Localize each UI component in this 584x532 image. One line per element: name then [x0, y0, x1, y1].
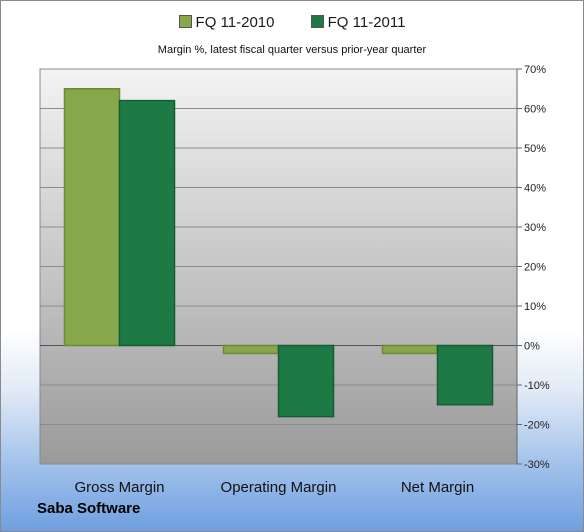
legend-item-fq-2010: FQ 11-2010	[178, 14, 275, 31]
x-tick-label: Gross Margin	[74, 479, 164, 496]
x-tick-label: Net Margin	[401, 479, 474, 496]
bar	[381, 344, 439, 355]
x-tick-label: Operating Margin	[221, 479, 337, 496]
y-tick-label: 40%	[524, 183, 546, 195]
bar	[222, 344, 280, 355]
legend: FQ 11-2010 FQ 11-2011	[0, 14, 584, 31]
legend-label-fq-2010: FQ 11-2010	[195, 14, 275, 31]
bar	[277, 344, 335, 418]
y-tick-label: 10%	[524, 301, 546, 313]
legend-swatch-fq-2011	[310, 15, 324, 28]
y-tick-label: -10%	[524, 380, 550, 392]
legend-swatch-fq-2010	[178, 15, 192, 28]
bar	[436, 344, 494, 406]
y-tick-label: 60%	[524, 104, 546, 116]
bar	[118, 99, 176, 347]
legend-item-fq-2011: FQ 11-2011	[310, 14, 406, 31]
y-tick-label: 30%	[524, 222, 546, 234]
y-tick-label: 50%	[524, 143, 546, 155]
legend-label-fq-2011: FQ 11-2011	[327, 14, 406, 31]
y-tick-label: 20%	[524, 262, 546, 274]
company-label: Saba Software	[37, 500, 141, 517]
y-tick-label: -30%	[524, 459, 550, 471]
bar	[63, 88, 121, 347]
y-tick-label: 0%	[524, 341, 540, 353]
chart-subtitle: Margin %, latest fiscal quarter versus p…	[157, 44, 427, 56]
y-tick-label: 70%	[524, 64, 546, 76]
y-tick-label: -20%	[524, 420, 550, 432]
